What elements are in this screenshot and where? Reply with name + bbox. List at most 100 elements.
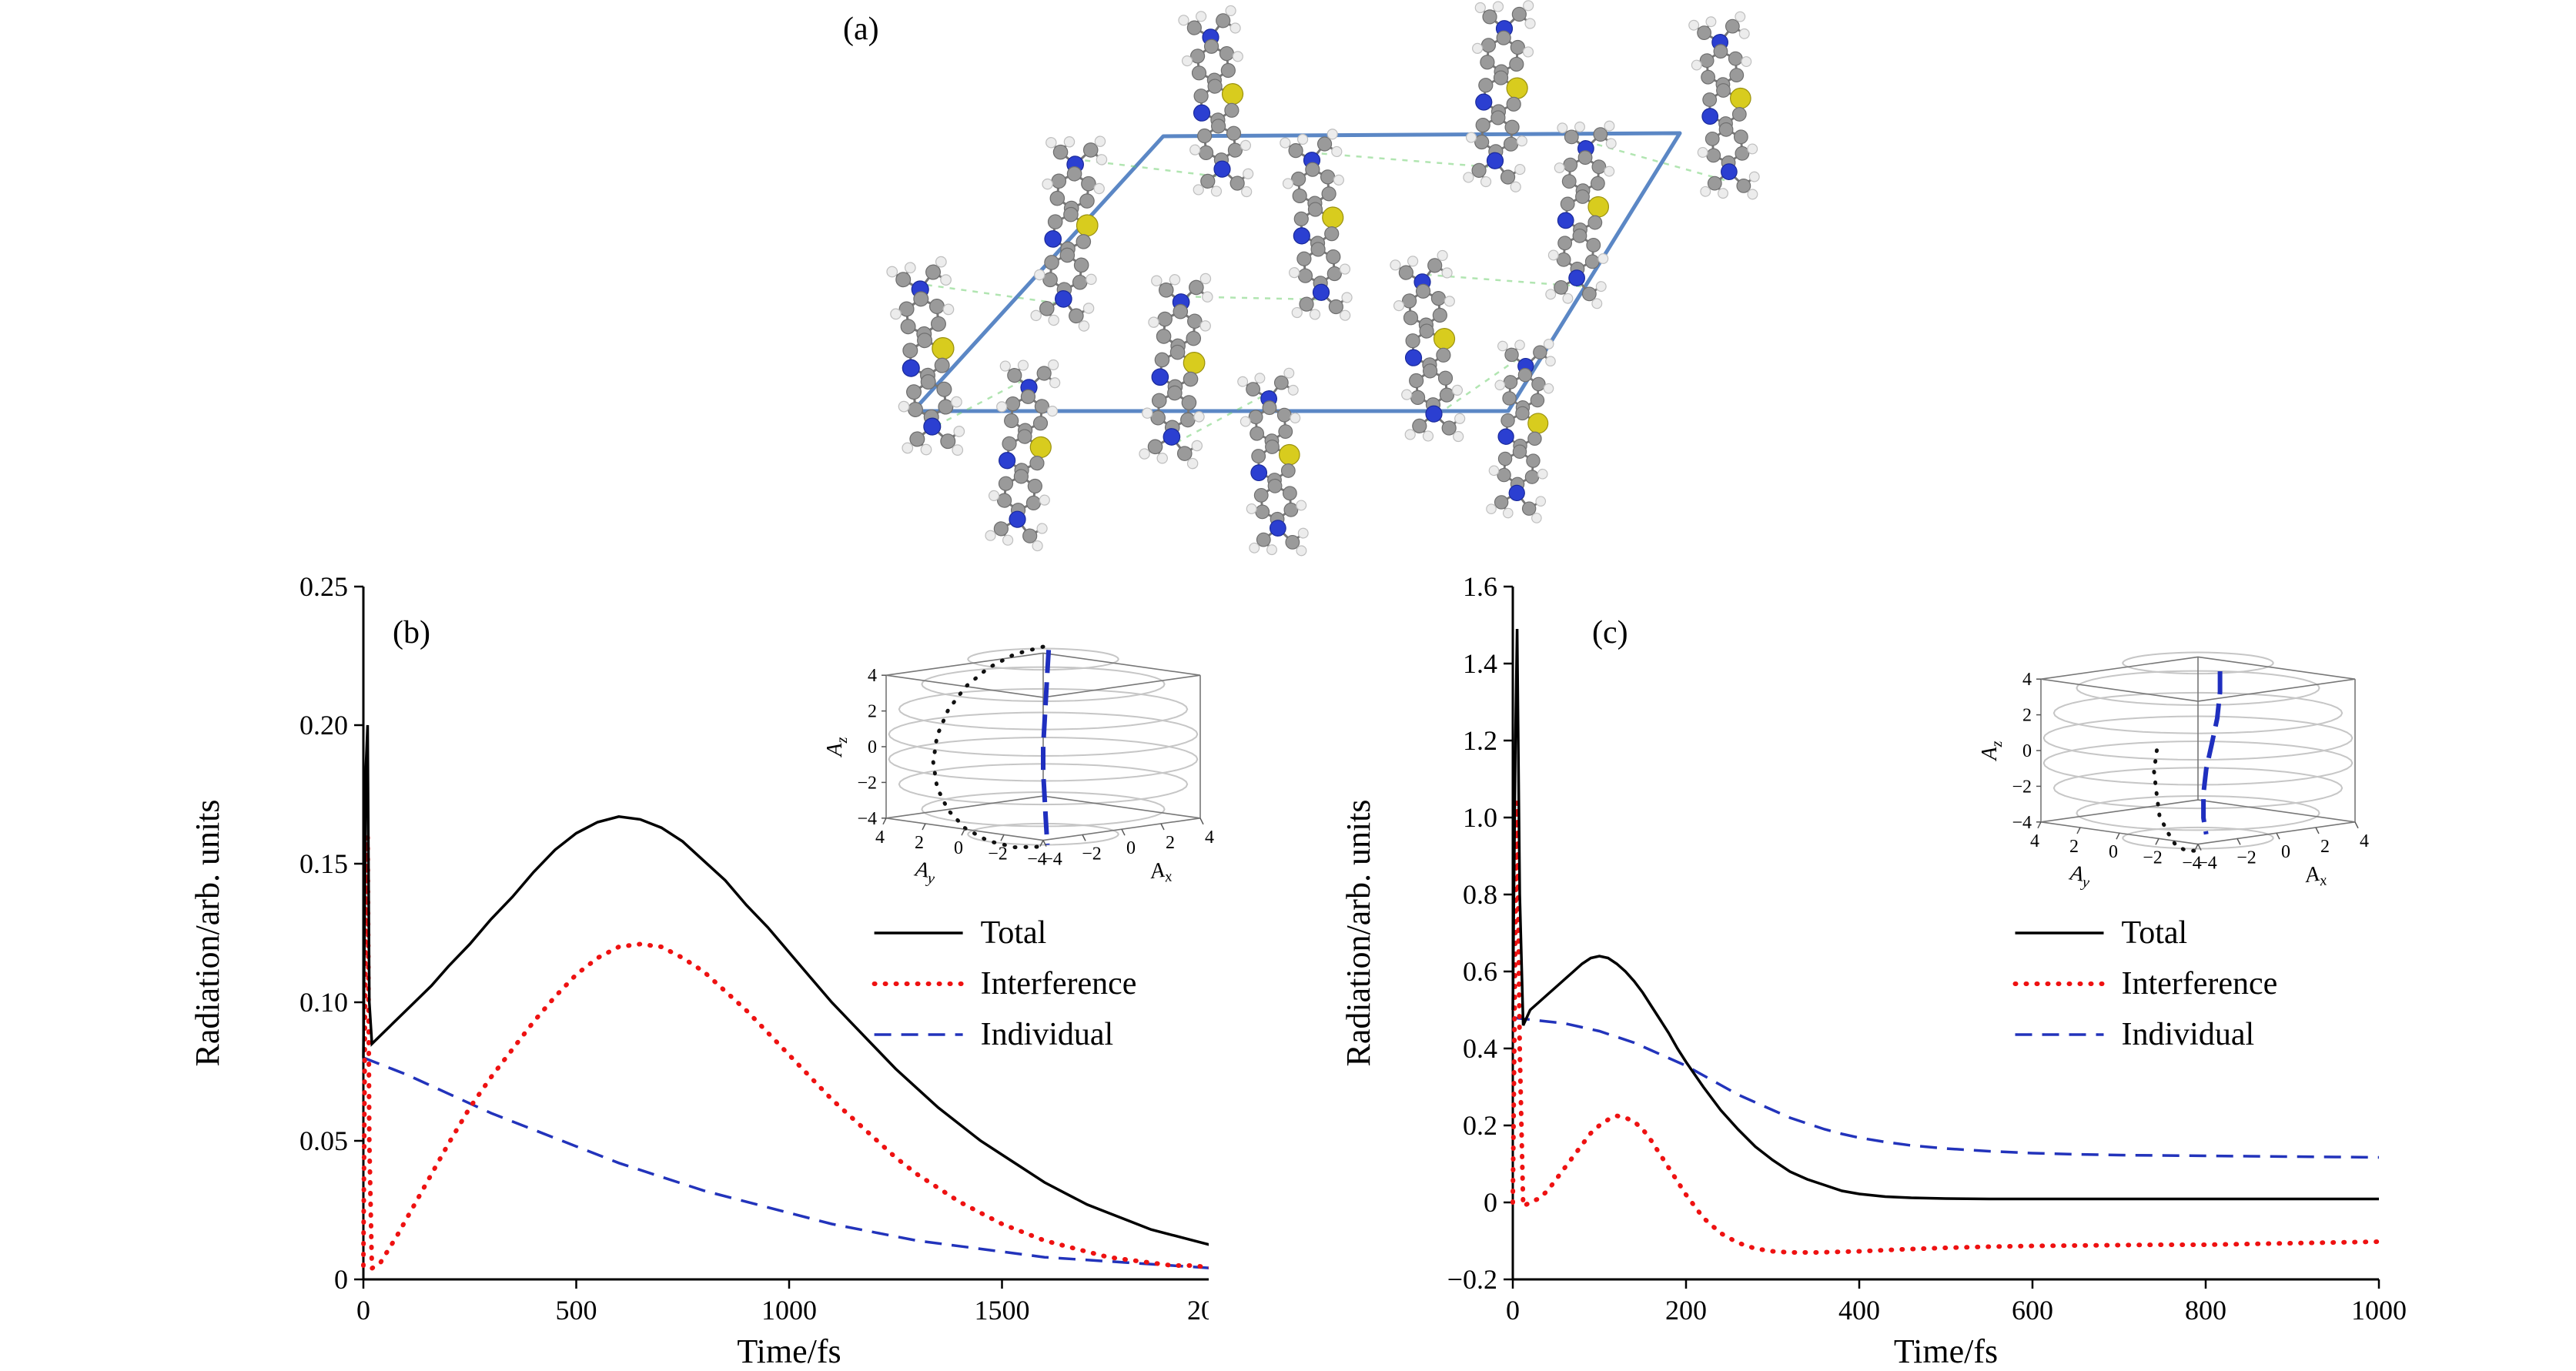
h-atom — [1422, 430, 1434, 442]
y-tick-label: 1.0 — [1463, 802, 1497, 833]
sphere-ring — [2122, 651, 2274, 675]
c-atom — [1004, 413, 1019, 429]
c-atom — [1441, 420, 1457, 436]
h-atom — [904, 262, 916, 274]
c-atom — [1292, 188, 1307, 204]
c-atom — [1326, 249, 1341, 265]
h-atom — [1605, 138, 1617, 149]
c-atom — [1310, 242, 1326, 257]
c-atom — [1020, 389, 1036, 404]
h-atom — [1444, 296, 1455, 307]
box-edge — [2197, 656, 2356, 680]
c-atom — [1305, 162, 1320, 177]
sphere-ring — [898, 687, 1189, 731]
c-atom — [1584, 254, 1600, 269]
x-tick-mark — [2236, 838, 2241, 845]
c-atom — [917, 333, 932, 349]
c-atom — [1437, 370, 1454, 386]
c-atom — [1154, 352, 1170, 368]
h-atom — [1465, 132, 1477, 143]
h-atom — [1296, 545, 1307, 557]
h-atom — [1193, 184, 1204, 196]
h-atom — [1283, 367, 1295, 379]
n-atom — [1193, 104, 1211, 122]
molecule — [1688, 11, 1760, 200]
y-tick-mark — [882, 818, 887, 825]
c-atom — [1515, 406, 1530, 421]
hydrogen-bond — [1316, 152, 1500, 169]
h-atom — [1297, 527, 1309, 539]
inset-3d-panel-c: 4 2 0 −2 −4 −4 −2 0 2 4 4 2 0 −2 −4 Ay Ax Az — [1978, 616, 2394, 912]
inset-z-tick-label: 2 — [868, 702, 877, 722]
h-atom — [1700, 186, 1711, 197]
inset-z-axis-label: Az — [824, 737, 851, 757]
c-atom — [1063, 206, 1079, 222]
y-tick-label: 1.2 — [1463, 725, 1497, 756]
c-atom — [1500, 169, 1516, 185]
hydrogen-bond — [1176, 295, 1317, 301]
panel-label: (c) — [1592, 615, 1628, 650]
h-atom — [1557, 122, 1568, 134]
x-tick-mark — [2315, 827, 2320, 834]
h-atom — [1597, 252, 1609, 264]
h-atom — [1545, 356, 1556, 367]
inset-x-tick-label: 0 — [2281, 842, 2290, 862]
c-atom — [1280, 463, 1296, 478]
c-atom — [1572, 228, 1587, 243]
h-atom — [1488, 465, 1500, 477]
panel-a-crystal-structure — [886, 0, 1760, 557]
chart-panel-b: 050010001500200000.050.100.150.200.25Tim… — [177, 570, 1243, 1371]
h-atom — [1523, 0, 1534, 12]
h-atom — [1718, 188, 1728, 199]
h-atom — [1453, 430, 1464, 443]
h-atom — [1562, 293, 1574, 304]
chart-svg: 050010001500200000.050.100.150.200.25Tim… — [189, 571, 1243, 1370]
y-tick-mark — [2037, 821, 2042, 829]
c-atom — [1509, 56, 1524, 72]
y-tick-label: 1.4 — [1463, 648, 1497, 679]
c-atom — [913, 291, 929, 307]
box-edge — [2040, 799, 2199, 823]
box-edge — [2040, 656, 2199, 680]
c-atom — [1051, 173, 1067, 189]
inset-y-tick-label: −2 — [988, 844, 1008, 864]
h-atom — [1524, 18, 1536, 29]
c-atom — [1157, 311, 1173, 327]
h-atom — [902, 442, 914, 454]
h-atom — [1441, 267, 1453, 279]
inset-x-tick-label: −2 — [2236, 848, 2257, 868]
sphere-ring — [967, 822, 1119, 846]
x-tick-mark — [1042, 840, 1047, 847]
h-atom — [1239, 416, 1251, 427]
h-atom — [1437, 249, 1448, 262]
c-atom — [1321, 186, 1337, 202]
c-atom — [1158, 283, 1174, 298]
n-atom — [1404, 349, 1423, 366]
h-atom — [1156, 453, 1168, 464]
h-atom — [1543, 339, 1554, 349]
box-edge — [2197, 799, 2356, 823]
y-tick-label: 0.10 — [299, 987, 348, 1018]
c-atom — [902, 343, 918, 359]
c-atom — [1502, 391, 1517, 406]
c-atom — [1430, 290, 1447, 306]
y-axis-label: Radiation/arb. units — [1340, 799, 1377, 1066]
legend-item: Interference — [871, 966, 1136, 1001]
h-atom — [1093, 182, 1105, 195]
c-atom — [1697, 25, 1712, 41]
h-atom — [1045, 137, 1057, 149]
inset-z-tick-label: −4 — [2012, 813, 2032, 833]
h-atom — [1002, 534, 1014, 546]
molecule — [886, 256, 965, 456]
c-atom — [1497, 451, 1513, 466]
c-atom — [936, 381, 952, 397]
box-edge — [1042, 652, 1201, 676]
h-atom — [1454, 413, 1466, 424]
sphere-ring — [2042, 740, 2354, 786]
x-axis-label: Time/fs — [737, 1333, 841, 1370]
h-atom — [1096, 154, 1108, 166]
c-atom — [1022, 528, 1038, 543]
legend-label: Interference — [2122, 966, 2278, 1001]
y-axis-label: Radiation/arb. units — [189, 799, 226, 1066]
